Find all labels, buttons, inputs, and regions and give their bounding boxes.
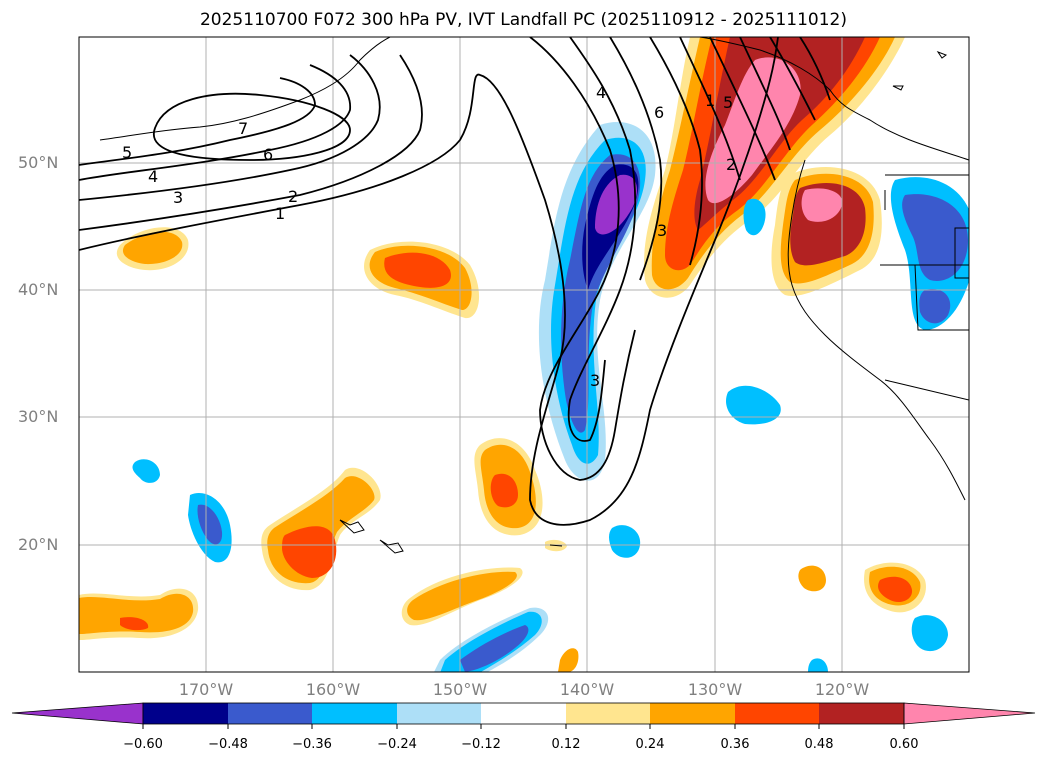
colorbar-tick-label: 0.48 bbox=[804, 737, 834, 752]
colorbar-extend-min bbox=[11, 702, 144, 725]
colorbar-tick-label: 0.60 bbox=[889, 737, 919, 752]
gridlines bbox=[79, 37, 969, 672]
lon-label: 140°W bbox=[559, 680, 615, 699]
lon-label: 150°W bbox=[432, 680, 488, 699]
colorbar-segment bbox=[481, 703, 566, 724]
colorbar-tick-label: −0.24 bbox=[377, 737, 417, 752]
colorbar-tick-label: 0.12 bbox=[551, 737, 581, 752]
colorbar-segment bbox=[143, 703, 228, 724]
contour-label: 6 bbox=[263, 145, 273, 164]
colorbar-segment bbox=[397, 703, 481, 724]
colorbar-tick-label: −0.48 bbox=[208, 737, 248, 752]
contour-label: 6 bbox=[654, 103, 664, 122]
contour-label: 1 bbox=[275, 204, 285, 223]
coastlines bbox=[99, 37, 969, 554]
colorbar-segment bbox=[566, 703, 650, 724]
colorbar-tick-label: −0.60 bbox=[123, 737, 163, 752]
contour-label: 3 bbox=[173, 188, 183, 207]
lat-label: 30°N bbox=[18, 407, 59, 426]
pv-contours bbox=[79, 37, 831, 526]
colorbar-segment bbox=[735, 703, 819, 724]
lon-label: 120°W bbox=[814, 680, 870, 699]
lat-label: 40°N bbox=[18, 280, 59, 299]
contour-label: 4 bbox=[148, 167, 158, 186]
colorbar-segment bbox=[819, 703, 904, 724]
contour-label: 3 bbox=[590, 371, 600, 390]
colorbar-extend-max bbox=[903, 702, 1036, 725]
colorbar-segment bbox=[312, 703, 397, 724]
lon-label: 160°W bbox=[305, 680, 361, 699]
plot-area bbox=[79, 37, 969, 672]
colorbar-segment bbox=[228, 703, 312, 724]
contour-label: 4 bbox=[596, 83, 606, 102]
contour-label: 1 bbox=[705, 91, 715, 110]
contour-label: 5 bbox=[723, 93, 733, 112]
colorbar-tick-label: 0.24 bbox=[635, 737, 665, 752]
plot-frame bbox=[78, 36, 970, 673]
lon-label: 130°W bbox=[687, 680, 743, 699]
contour-label: 3 bbox=[657, 221, 667, 240]
contour-label: 2 bbox=[288, 187, 298, 206]
lat-label: 20°N bbox=[18, 535, 59, 554]
colorbar-segment bbox=[650, 703, 735, 724]
contour-label: 2 bbox=[726, 155, 736, 174]
lat-label: 50°N bbox=[18, 153, 59, 172]
contour-label: 5 bbox=[122, 143, 132, 162]
colorbar-tick-label: 0.36 bbox=[720, 737, 750, 752]
colorbar-tick-label: −0.36 bbox=[292, 737, 332, 752]
lon-label: 170°W bbox=[178, 680, 234, 699]
contour-label: 7 bbox=[238, 119, 248, 138]
contour-labels: 7 6 5 4 3 2 1 4 6 3 2 3 1 5 bbox=[122, 83, 736, 390]
colorbar bbox=[11, 702, 1036, 729]
colorbar-tick-label: −0.12 bbox=[461, 737, 501, 752]
map-title: 2025110700 F072 300 hPa PV, IVT Landfall… bbox=[199, 10, 847, 30]
